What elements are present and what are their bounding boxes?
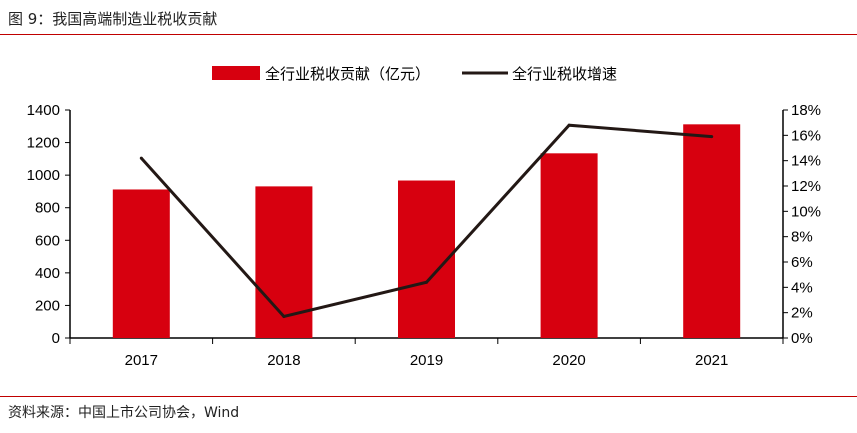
left-tick-label: 200 [35,297,60,314]
right-tick-label: 16% [791,127,821,144]
x-tick-label: 2017 [125,352,158,369]
right-tick-label: 4% [791,279,813,296]
bar-2021 [683,124,741,339]
growth-point-2019 [425,280,428,284]
right-tick-label: 18% [791,102,821,119]
right-tick-label: 14% [791,153,821,170]
bar-2017 [112,189,170,338]
left-tick-label: 0 [52,330,60,347]
source-note: 资料来源：中国上市公司协会，Wind [8,405,240,421]
x-tick-label: 2018 [267,352,300,369]
x-tick-label: 2020 [552,352,585,369]
right-tick-label: 10% [791,203,821,220]
growth-point-2021 [710,135,714,139]
left-tick-label: 1000 [27,167,60,184]
right-tick-label: 0% [791,330,813,347]
left-tick-label: 600 [35,232,60,249]
left-tick-label: 1200 [27,135,60,152]
growth-point-2017 [139,156,143,160]
right-tick-label: 8% [791,229,813,246]
title-divider [0,34,857,35]
left-tick-label: 1400 [27,102,60,119]
x-tick-label: 2021 [695,352,728,369]
left-tick-label: 400 [35,265,60,282]
growth-point-2018 [282,314,286,318]
right-tick-label: 2% [791,305,813,322]
right-tick-label: 6% [791,254,813,271]
left-tick-label: 800 [35,200,60,217]
growth-point-2020 [567,123,571,127]
right-tick-label: 12% [791,178,821,195]
legend-bar-label: 全行业税收贡献（亿元） [265,65,430,83]
x-tick-label: 2019 [410,352,443,369]
bar-2020 [540,153,598,338]
legend-line-label: 全行业税收增速 [512,65,617,83]
source-divider [0,396,857,397]
legend-bar-swatch [212,66,260,80]
chart-title: 图 9：我国高端制造业税收贡献 [8,10,218,28]
